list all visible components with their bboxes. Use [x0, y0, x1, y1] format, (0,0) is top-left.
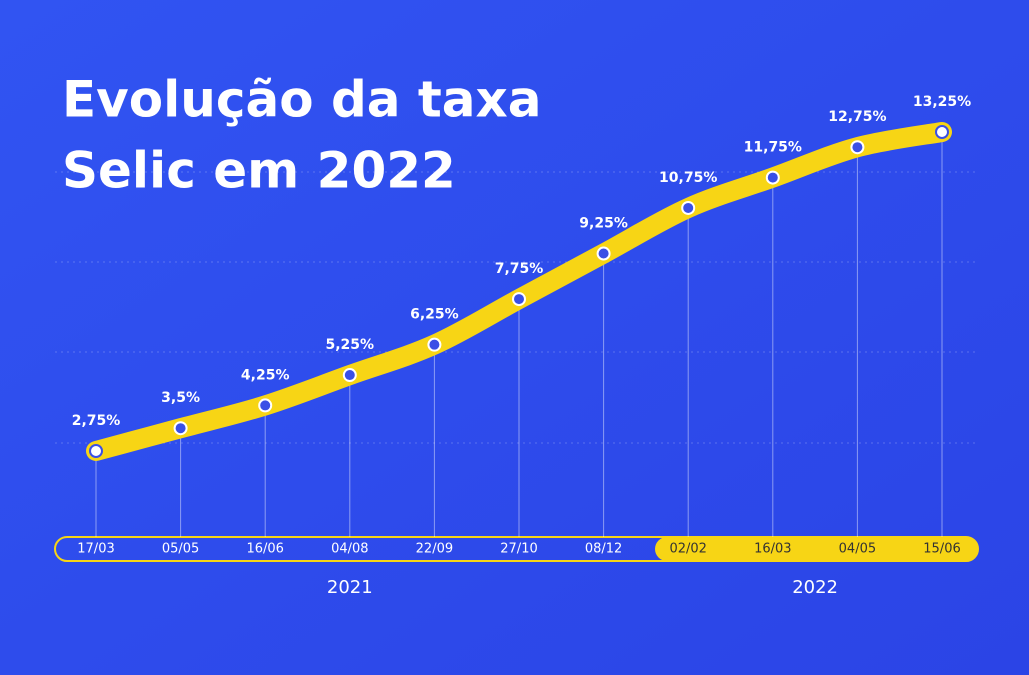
- year-label: 2022: [792, 577, 838, 598]
- point: [258, 398, 273, 413]
- x-tick-label: 22/09: [416, 542, 453, 557]
- x-tick-label: 05/05: [162, 542, 199, 557]
- x-tick-label: 15/06: [923, 542, 960, 557]
- value-label: 6,25%: [410, 307, 459, 323]
- value-label: 5,25%: [326, 337, 375, 353]
- point: [342, 368, 357, 383]
- point: [935, 125, 949, 139]
- value-label: 2,75%: [72, 413, 121, 429]
- value-label: 13,25%: [913, 94, 971, 110]
- value-label: 4,25%: [241, 367, 290, 383]
- point: [427, 337, 442, 352]
- value-label: 7,75%: [495, 261, 544, 277]
- point: [89, 444, 103, 458]
- year-label: 2021: [327, 577, 373, 598]
- chart-title: Evolução da taxa: [62, 71, 542, 129]
- point: [512, 292, 526, 307]
- value-label: 12,75%: [828, 109, 886, 125]
- timeline-highlight: [655, 537, 978, 561]
- x-tick-label: 16/03: [754, 542, 791, 557]
- value-label: 10,75%: [659, 170, 717, 186]
- x-tick-label: 04/08: [331, 542, 368, 557]
- point: [596, 246, 611, 261]
- value-label: 3,5%: [161, 390, 200, 406]
- point: [681, 200, 696, 215]
- x-tick-label: 08/12: [585, 542, 622, 557]
- x-tick-label: 16/06: [246, 542, 283, 557]
- x-tick-label: 04/05: [839, 542, 876, 557]
- value-label: 11,75%: [744, 140, 802, 156]
- x-tick-label: 17/03: [77, 542, 114, 557]
- point: [765, 170, 780, 185]
- point: [173, 421, 188, 436]
- chart-title: Selic em 2022: [62, 142, 456, 200]
- x-tick-label: 02/02: [669, 542, 706, 557]
- x-tick-label: 27/10: [500, 542, 537, 557]
- point: [850, 140, 865, 155]
- value-label: 9,25%: [579, 216, 628, 232]
- decor-grid: [55, 171, 978, 444]
